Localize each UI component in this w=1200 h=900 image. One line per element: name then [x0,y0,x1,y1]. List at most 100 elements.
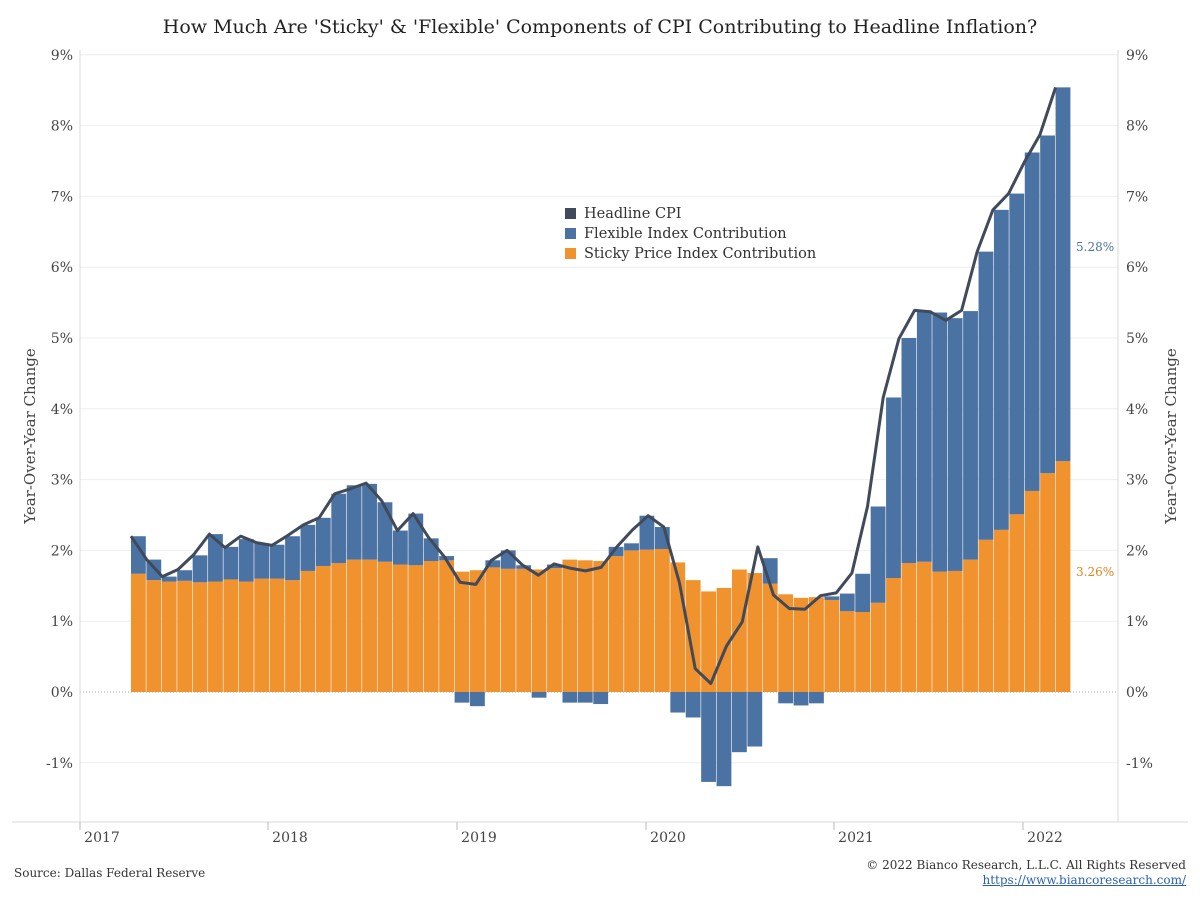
flexible-bar [608,546,624,557]
sticky-bar [300,570,316,692]
sticky-bar [685,580,701,692]
sticky-bar [593,561,609,692]
sticky-bar [654,548,670,692]
sticky-bar [423,561,439,692]
y-tick-label-left: 5% [51,331,73,347]
sticky-bar [701,591,716,692]
sticky-bar [747,573,763,692]
sticky-bar [331,563,347,692]
sticky-bar [377,561,393,692]
y-tick-label-left: 0% [51,685,73,701]
flexible-bar [562,692,578,703]
y-tick-label-left: 4% [51,402,73,418]
y-tick-label-right: 0% [1126,685,1148,701]
sticky-bar [639,549,655,692]
sticky-bar [269,578,285,692]
sticky-bar [778,594,794,692]
flexible-bar [285,536,300,581]
sticky-bar [254,578,270,692]
x-tick-label: 2018 [272,830,308,846]
flexible-bar [269,544,285,579]
sticky-bar [485,567,501,692]
flexible-bar [177,570,193,581]
flexible-bar [839,593,855,612]
copyright-text: © 2022 Bianco Research, L.L.C. All Right… [866,858,1186,872]
sticky-bar [177,580,193,692]
flexible-bar [377,502,393,562]
y-tick-label-right: 7% [1126,189,1148,205]
sticky-bar [408,565,424,692]
flexible-bar [238,539,254,582]
sticky-bar [947,570,963,692]
x-tick-label: 2019 [461,830,497,846]
sticky-bar [870,602,886,692]
y-tick-label-right: 2% [1126,543,1148,559]
flexible-bar [470,692,485,707]
y-tick-label-right: 9% [1126,48,1148,64]
flexible-bar [131,536,146,574]
sticky-bar [978,539,994,692]
y-axis-title-right: Year-Over-Year Change [1162,348,1180,525]
flexible-bar [254,543,270,579]
flexible-bar [1040,135,1055,474]
sticky-bar [161,581,177,692]
headline-cpi-line [129,86,1058,685]
sticky-bar [608,556,624,692]
flexible-bar [855,573,871,612]
copyright-block: © 2022 Bianco Research, L.L.C. All Right… [866,858,1186,888]
flexible-bar [346,485,362,560]
flexible-bar [963,311,978,560]
sticky-bar [562,559,578,692]
sticky-bar [855,611,871,692]
sticky-bar [192,582,208,692]
flexible-bar [731,692,747,753]
flexible-bar [701,692,716,782]
website-link[interactable]: https://www.biancoresearch.com/ [982,873,1186,887]
y-tick-label-right: 1% [1126,614,1148,630]
flexible-bar [362,483,377,560]
y-tick-label-right: 8% [1126,119,1148,135]
flexible-bar [978,251,994,540]
flexible-bar [547,564,562,569]
flexible-bar [932,312,948,572]
flexible-value-label: 5.28% [1076,240,1114,254]
flexible-bar [870,506,886,603]
flexible-bar [392,530,408,565]
y-tick-label-left: 1% [51,614,73,630]
y-tick-label-right: 6% [1126,260,1148,276]
sticky-bar [346,559,362,692]
y-tick-label-left: 3% [51,473,73,489]
sticky-bar [762,583,778,692]
flexible-bar [824,596,840,600]
legend-swatch [565,248,576,259]
sticky-bar [285,580,300,692]
y-axis-title-left: Year-Over-Year Change [21,348,39,525]
sticky-bar [470,570,485,692]
flexible-bar [778,692,794,704]
sticky-bar [809,597,824,692]
sticky-bar [716,587,732,692]
legend-label: Sticky Price Index Contribution [584,246,816,262]
flexible-bar [331,493,347,564]
x-tick-label: 2017 [84,830,120,846]
sticky-bar [963,559,978,692]
sticky-bar [439,560,455,692]
chart-title: How Much Are 'Sticky' & 'Flexible' Compo… [162,16,1038,38]
x-tick-label: 2020 [650,830,686,846]
sticky-bar [454,571,470,692]
y-tick-label-left: 9% [51,48,73,64]
y-tick-label-right: 4% [1126,402,1148,418]
flexible-bar [624,543,639,551]
sticky-bar [1024,490,1040,692]
flexible-bar [161,576,177,582]
y-tick-label-left: 2% [51,543,73,559]
flexible-bar [685,692,701,718]
y-tick-label-right: 5% [1126,331,1148,347]
flexible-bar [901,338,917,564]
flexible-bar [793,692,809,706]
flexible-bar [1055,87,1071,462]
sticky-bar [516,568,532,692]
source-note: Source: Dallas Federal Reserve [14,866,206,880]
sticky-value-label: 3.26% [1076,565,1114,579]
sticky-bar [624,550,639,692]
